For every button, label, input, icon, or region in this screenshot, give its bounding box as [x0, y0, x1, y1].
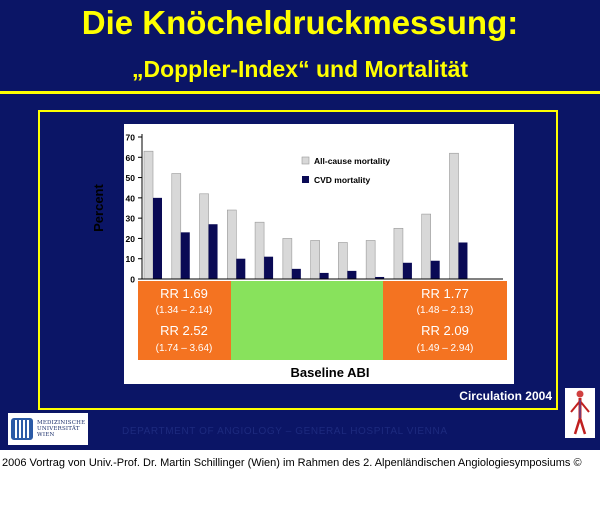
y-axis-label: Percent — [91, 183, 106, 231]
cvd-bar — [375, 276, 385, 279]
department-label: DEPARTMENT OF ANGIOLOGY – GENERAL HOSPIT… — [122, 426, 448, 437]
y-tick-label: 10 — [126, 254, 136, 264]
legend-label-cvd: CVD mortality — [314, 175, 370, 185]
all-cause-bar — [199, 193, 209, 280]
all-cause-bar — [310, 240, 320, 280]
all-cause-bar — [171, 173, 182, 280]
logo-line: WIEN — [37, 432, 55, 438]
cvd-bar — [180, 232, 190, 279]
citation: Circulation 2004 — [459, 389, 552, 403]
y-tick-label: 50 — [126, 173, 136, 183]
cvd-bar — [430, 260, 440, 279]
all-cause-bar — [254, 221, 265, 280]
left-rr-2: RR 2.52 — [160, 323, 208, 338]
cvd-bar — [347, 270, 357, 279]
mortality-chart: 0 10 20 30 40 50 60 70 Percent Baseline ABI RR 1.… — [91, 124, 514, 384]
legend-swatch-all-cause — [301, 156, 310, 165]
all-cause-bar — [338, 242, 348, 280]
cvd-bar — [208, 224, 218, 279]
logo-text: MEDIZINISCHE UNIVERSITÄT WIEN — [37, 420, 85, 438]
cvd-bar — [402, 262, 412, 279]
y-tick-label: 70 — [126, 133, 136, 143]
left-rr-1: RR 1.69 — [160, 286, 208, 301]
title-divider — [0, 91, 600, 94]
right-rr-box — [383, 281, 507, 360]
slide-title: Die Knöcheldruckmessung: — [81, 4, 519, 41]
university-logo-icon — [11, 418, 33, 440]
cvd-bar — [264, 256, 274, 279]
right-ci-1: (1.48 – 2.13) — [417, 305, 474, 316]
all-cause-bar — [143, 150, 154, 280]
logo-line: MEDIZINISCHE — [37, 420, 86, 426]
y-tick-label: 40 — [126, 193, 136, 203]
y-tick-label: 30 — [126, 214, 136, 224]
all-cause-bar — [393, 227, 404, 280]
y-tick-label: 0 — [130, 275, 135, 285]
all-cause-bar — [449, 152, 459, 280]
legend-swatch-cvd — [302, 176, 309, 183]
anatomy-figure-icon — [565, 388, 595, 438]
cvd-bar — [291, 268, 301, 279]
chart-frame: 0 10 20 30 40 50 60 70 Percent Baseline ABI RR 1.… — [38, 110, 558, 410]
left-ci-1: (1.34 – 2.14) — [156, 305, 213, 316]
right-rr-2: RR 2.09 — [421, 323, 469, 338]
slide-background: Die Knöcheldruckmessung: „Doppler-Index“… — [0, 0, 600, 450]
all-cause-bar — [421, 213, 431, 280]
cvd-bar — [153, 197, 162, 279]
right-ci-2: (1.49 – 2.94) — [417, 343, 474, 354]
middle-green-box — [231, 281, 383, 360]
slide-subtitle: „Doppler-Index“ und Mortalität — [131, 56, 469, 82]
university-logo: MEDIZINISCHE UNIVERSITÄT WIEN — [8, 413, 88, 445]
y-tick-label: 60 — [126, 153, 136, 163]
left-rr-box — [138, 281, 231, 360]
logo-line: UNIVERSITÄT — [37, 426, 80, 432]
y-tick-label: 20 — [126, 234, 136, 244]
cvd-bar — [319, 272, 329, 279]
all-cause-bar — [282, 238, 293, 280]
legend-label-all-cause: All-cause mortality — [314, 156, 390, 166]
all-cause-bar — [227, 209, 237, 280]
x-axis-label: Baseline ABI — [291, 365, 370, 380]
cvd-bar — [458, 242, 468, 279]
footer-credit: 2006 Vortrag von Univ.-Prof. Dr. Martin … — [2, 457, 582, 469]
left-ci-2: (1.74 – 3.64) — [156, 343, 213, 354]
right-rr-1: RR 1.77 — [421, 286, 469, 301]
cvd-bar — [236, 258, 246, 279]
all-cause-bar — [365, 240, 376, 280]
